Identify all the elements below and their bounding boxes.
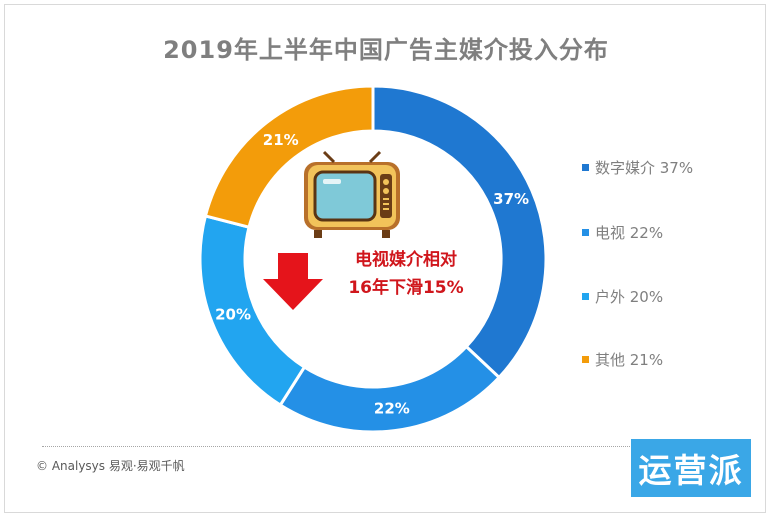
tv-decline-annotation: 电视媒介相对 16年下滑15% — [341, 246, 471, 302]
tv-icon — [304, 150, 400, 238]
watermark-badge: 运营派 — [631, 439, 751, 497]
annotation-line-1: 电视媒介相对 — [355, 250, 457, 270]
annotation-line-2: 16年下滑15% — [348, 278, 464, 298]
slice-value-label: 37% — [493, 190, 529, 208]
footer-divider — [42, 446, 732, 447]
slice-other — [203, 84, 375, 229]
slice-digital — [371, 84, 548, 380]
slice-value-label: 20% — [215, 305, 251, 323]
slice-value-label: 22% — [374, 399, 410, 417]
chart-title: 2019年上半年中国广告主媒介投入分布 — [163, 36, 609, 64]
legend-label: 电视 22% — [595, 224, 664, 242]
legend-item-other: 其他 21% — [582, 349, 663, 370]
slice-tv — [278, 344, 502, 434]
slice-value-label: 21% — [263, 131, 299, 149]
down-arrow-icon — [263, 253, 323, 310]
legend-swatch — [582, 164, 589, 171]
source-credit: © Analysys 易观·易观千帆 — [36, 459, 185, 473]
legend-label: 户外 20% — [595, 288, 664, 306]
legend-swatch — [582, 293, 589, 300]
legend-swatch — [582, 229, 589, 236]
legend-item-tv: 电视 22% — [582, 222, 663, 243]
legend-item-outdoor: 户外 20% — [582, 286, 663, 307]
chart-frame — [4, 4, 766, 513]
legend-label: 其他 21% — [595, 351, 664, 369]
legend-label: 数字媒介 37% — [595, 159, 694, 177]
legend-swatch — [582, 356, 589, 363]
legend-item-digital: 数字媒介 37% — [582, 157, 693, 178]
